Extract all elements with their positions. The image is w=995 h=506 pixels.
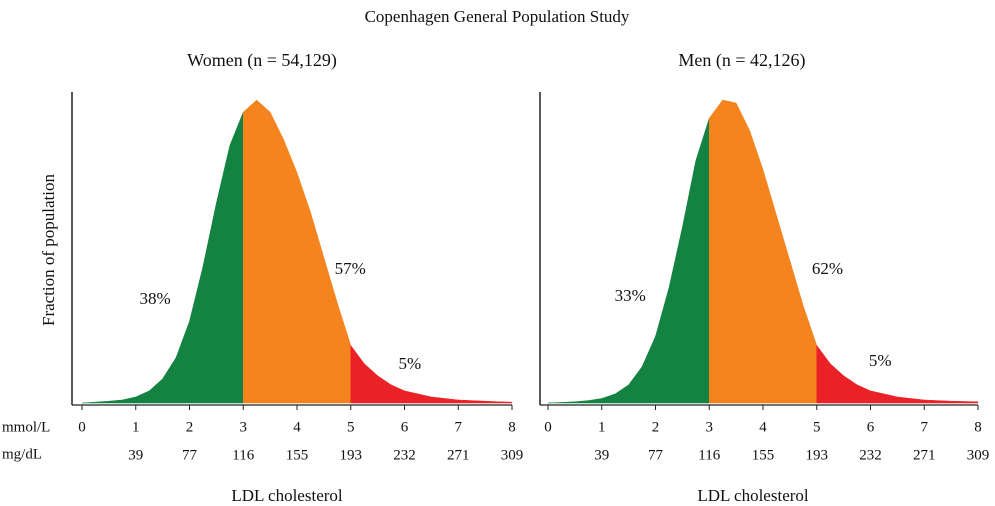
secondary-tick-label: 116 <box>232 447 254 463</box>
x-tick-label: 5 <box>347 419 355 435</box>
x-tick-label: 3 <box>240 419 248 435</box>
secondary-tick-label: 271 <box>913 447 936 463</box>
secondary-tick-label: 309 <box>501 447 524 463</box>
x-tick-label: 3 <box>706 419 714 435</box>
secondary-tick-label: 232 <box>393 447 416 463</box>
region-percent-label: 33% <box>615 286 646 305</box>
chart-title: Women (n = 54,129) <box>187 50 337 71</box>
secondary-tick-label: 39 <box>128 447 143 463</box>
x-tick-label: 0 <box>78 419 86 435</box>
distribution-region <box>709 99 817 404</box>
x-tick-label: 7 <box>455 419 463 435</box>
secondary-unit-label: mg/dL <box>2 446 42 462</box>
secondary-tick-label: 77 <box>182 447 198 463</box>
secondary-tick-label: 155 <box>752 447 775 463</box>
x-tick-label: 1 <box>132 419 140 435</box>
figure-title: Copenhagen General Population Study <box>365 7 630 26</box>
secondary-tick-label: 309 <box>967 447 990 463</box>
secondary-tick-label: 193 <box>806 447 829 463</box>
secondary-tick-label: 116 <box>698 447 720 463</box>
distribution-region <box>350 344 513 404</box>
region-percent-label: 5% <box>869 351 892 370</box>
secondary-tick-label: 155 <box>286 447 309 463</box>
region-percent-label: 38% <box>140 289 171 308</box>
x-tick-label: 6 <box>867 419 875 435</box>
x-tick-label: 4 <box>293 419 301 435</box>
secondary-tick-label: 39 <box>594 447 609 463</box>
x-tick-label: 6 <box>401 419 409 435</box>
x-tick-label: 8 <box>974 419 982 435</box>
secondary-tick-label: 232 <box>859 447 882 463</box>
chart-title: Men (n = 42,126) <box>678 50 805 71</box>
region-percent-label: 62% <box>812 259 843 278</box>
x-unit-label: mmol/L <box>2 419 50 435</box>
x-tick-label: 5 <box>813 419 821 435</box>
y-axis-label: Fraction of population <box>39 173 58 326</box>
region-percent-label: 57% <box>335 259 366 278</box>
region-percent-label: 5% <box>399 354 422 373</box>
x-tick-label: 4 <box>759 419 767 435</box>
distribution-region <box>81 112 244 404</box>
secondary-tick-label: 193 <box>340 447 363 463</box>
x-tick-label: 8 <box>508 419 516 435</box>
distribution-region <box>243 99 351 404</box>
distribution-region <box>547 118 710 404</box>
x-tick-label: 1 <box>598 419 606 435</box>
secondary-tick-label: 271 <box>447 447 470 463</box>
x-axis-label: LDL cholesterol <box>697 486 809 505</box>
x-axis-label: LDL cholesterol <box>231 486 343 505</box>
x-tick-label: 0 <box>544 419 552 435</box>
x-tick-label: 7 <box>921 419 929 435</box>
secondary-tick-label: 77 <box>648 447 664 463</box>
distribution-region <box>816 344 979 404</box>
x-tick-label: 2 <box>652 419 660 435</box>
x-tick-label: 2 <box>186 419 194 435</box>
